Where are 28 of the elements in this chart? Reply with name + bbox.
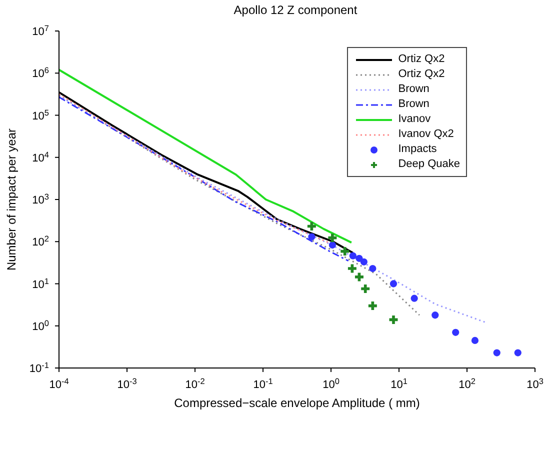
x-tick-label: 10$^{3}$: [526, 376, 544, 391]
legend-label: Ivanov Qx2: [398, 127, 454, 142]
y-tick-label: 10$^{3}$: [32, 192, 50, 206]
y-tick-label: 10$^{2}$: [32, 234, 50, 249]
x-tick-label: 10$^{-2}$: [185, 376, 206, 391]
y-axis-title: Number of impact per year: [4, 128, 18, 271]
legend-label: Ivanov: [398, 112, 431, 127]
x-tick-label: 10$^{-3}$: [117, 376, 138, 391]
y-tick-label: 10$^{1}$: [32, 276, 50, 291]
legend-label: Impacts: [398, 142, 437, 157]
x-tick-label: 10$^{0}$: [322, 376, 340, 391]
y-tick-label: 10$^{4}$: [32, 150, 50, 164]
y-tick-label: 10$^{6}$: [32, 66, 50, 80]
x-tick-label: 10$^{2}$: [458, 376, 476, 391]
legend-label: Ortiz Qx2: [398, 67, 445, 82]
y-tick-label: 10$^{-1}$: [29, 360, 50, 375]
legend-label: Deep Quake: [398, 157, 460, 172]
x-axis-title: Compressed−scale envelope Amplitude ( mm): [174, 396, 420, 410]
chart-title: Apollo 12 Z component: [234, 3, 358, 17]
x-tick-label: 10$^{-1}$: [253, 376, 274, 391]
y-tick-label: 10$^{7}$: [32, 24, 50, 38]
y-tick-label: 10$^{0}$: [32, 318, 50, 333]
legend-label: Brown: [398, 97, 430, 112]
legend-label: Ortiz Qx2: [398, 52, 445, 67]
x-tick-label: 10$^{-4}$: [49, 376, 70, 391]
y-tick-label: 10$^{5}$: [32, 108, 50, 122]
legend-label: Brown: [398, 82, 430, 97]
x-tick-label: 10$^{1}$: [390, 376, 408, 391]
